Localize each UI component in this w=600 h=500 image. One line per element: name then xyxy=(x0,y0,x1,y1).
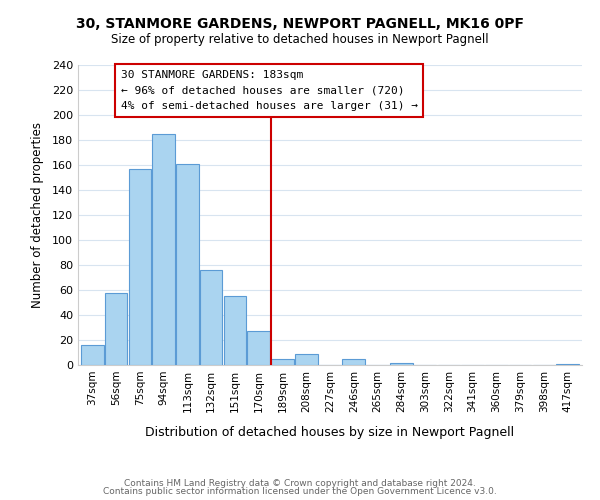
Bar xyxy=(152,134,175,365)
Text: Contains public sector information licensed under the Open Government Licence v3: Contains public sector information licen… xyxy=(103,487,497,496)
Bar xyxy=(200,270,223,365)
Bar xyxy=(105,292,127,365)
Bar xyxy=(295,354,317,365)
Text: Size of property relative to detached houses in Newport Pagnell: Size of property relative to detached ho… xyxy=(111,32,489,46)
Bar xyxy=(390,362,413,365)
Bar xyxy=(343,359,365,365)
Text: 30 STANMORE GARDENS: 183sqm
← 96% of detached houses are smaller (720)
4% of sem: 30 STANMORE GARDENS: 183sqm ← 96% of det… xyxy=(121,70,418,111)
Bar xyxy=(81,345,104,365)
Bar xyxy=(224,296,246,365)
Text: 30, STANMORE GARDENS, NEWPORT PAGNELL, MK16 0PF: 30, STANMORE GARDENS, NEWPORT PAGNELL, M… xyxy=(76,18,524,32)
X-axis label: Distribution of detached houses by size in Newport Pagnell: Distribution of detached houses by size … xyxy=(145,426,515,439)
Bar xyxy=(271,359,294,365)
Bar xyxy=(128,169,151,365)
Bar xyxy=(556,364,579,365)
Bar xyxy=(176,164,199,365)
Text: Contains HM Land Registry data © Crown copyright and database right 2024.: Contains HM Land Registry data © Crown c… xyxy=(124,478,476,488)
Bar xyxy=(247,331,270,365)
Y-axis label: Number of detached properties: Number of detached properties xyxy=(31,122,44,308)
